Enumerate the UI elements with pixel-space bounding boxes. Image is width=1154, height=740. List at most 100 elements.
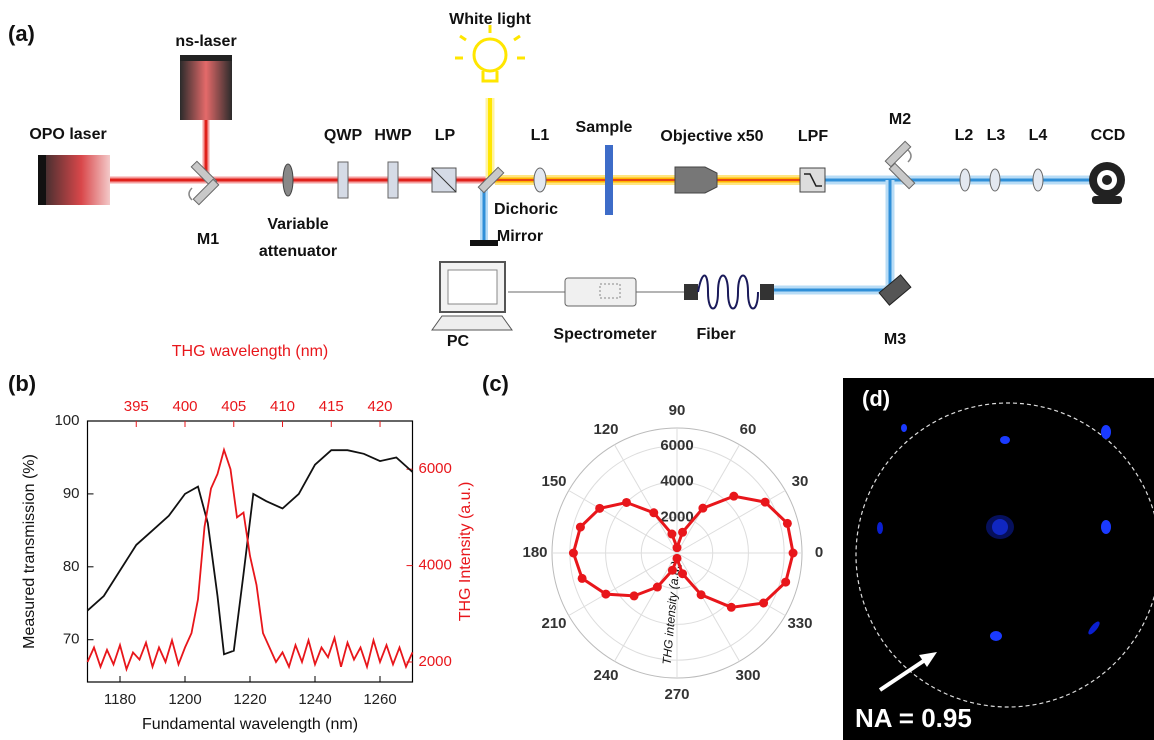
panel-label: (a) xyxy=(8,21,35,46)
grid-spoke xyxy=(614,444,678,554)
data-point xyxy=(672,553,682,563)
label: White light xyxy=(449,11,531,28)
theta-tick-label: 60 xyxy=(740,421,757,438)
label: Objective x50 xyxy=(660,128,763,145)
y-tick-label: 80 xyxy=(63,558,80,575)
data-point xyxy=(760,497,770,507)
series-line xyxy=(86,449,414,656)
grid-spoke xyxy=(676,552,740,662)
label: Variable xyxy=(267,216,328,233)
data-point xyxy=(568,548,578,558)
x-tick-label: 1240 xyxy=(298,691,331,708)
diagram-labels: OPO laser ns-laser White light M1 Variab… xyxy=(29,11,1125,350)
data-point xyxy=(575,522,585,532)
grid-spoke xyxy=(568,552,678,616)
theta-tick-label: 240 xyxy=(593,667,618,684)
theta-tick-label: 330 xyxy=(787,615,812,632)
label: Mirror xyxy=(497,228,543,245)
r-tick-label: 2000 xyxy=(660,508,693,525)
r-tick-label: 4000 xyxy=(660,473,693,490)
label: L1 xyxy=(531,127,550,144)
theta-tick-label: 180 xyxy=(522,544,547,561)
theta-tick-label: 90 xyxy=(669,402,686,419)
x-tick-label: 1260 xyxy=(363,691,396,708)
annotation: NA = 0.95 xyxy=(855,703,972,733)
x2-tick-label: 395 xyxy=(124,398,149,415)
y2-axis-title: THG Intensity (a.u.) xyxy=(457,482,474,622)
label: LPF xyxy=(798,128,828,145)
data-point xyxy=(729,491,739,501)
theta-tick-label: 300 xyxy=(735,667,760,684)
x2-tick-label: 410 xyxy=(270,398,295,415)
x2-tick-label: 405 xyxy=(221,398,246,415)
data-point xyxy=(652,582,662,592)
panel-label: (b) xyxy=(8,371,36,396)
panel-label: (d) xyxy=(862,386,890,411)
y-axis-title: Measured transmission (%) xyxy=(21,454,38,649)
data-point xyxy=(629,591,639,601)
label: CCD xyxy=(1091,127,1126,144)
x-tick-label: 1200 xyxy=(168,691,201,708)
x2-tick-label: 420 xyxy=(368,398,393,415)
theta-tick-label: 0 xyxy=(815,544,823,561)
data-point xyxy=(696,590,706,600)
label: ns-laser xyxy=(175,33,236,50)
data-point xyxy=(601,589,611,599)
y-tick-label: 90 xyxy=(63,485,80,502)
label: M2 xyxy=(889,111,911,128)
data-point xyxy=(788,548,798,558)
label: Spectrometer xyxy=(553,326,656,343)
y-tick-label: 100 xyxy=(54,412,79,429)
x2-tick-label: 400 xyxy=(172,398,197,415)
panel-label: (c) xyxy=(482,371,509,396)
data-point xyxy=(672,543,682,553)
theta-tick-label: 30 xyxy=(792,473,809,490)
components xyxy=(38,25,1125,331)
label: Dichoric xyxy=(494,201,558,218)
theta-tick-label: 120 xyxy=(593,421,618,438)
label: HWP xyxy=(374,127,412,144)
x2-axis-title: THG wavelength (nm) xyxy=(172,343,329,360)
x2-tick-label: 415 xyxy=(319,398,344,415)
data-point xyxy=(667,565,677,575)
data-point xyxy=(782,518,792,528)
data-point xyxy=(577,573,587,583)
data-point xyxy=(621,497,631,507)
label: PC xyxy=(447,333,470,350)
x-tick-label: 1180 xyxy=(104,691,136,708)
label: L2 xyxy=(955,127,974,144)
label: attenuator xyxy=(259,243,337,260)
label: Sample xyxy=(576,119,633,136)
x-tick-label: 1220 xyxy=(233,691,266,708)
label: Fiber xyxy=(696,326,735,343)
data-point xyxy=(698,503,708,513)
grid-spoke xyxy=(614,552,678,662)
data-point xyxy=(649,508,659,518)
theta-tick-label: 150 xyxy=(542,473,567,490)
theta-tick-label: 270 xyxy=(664,686,689,703)
data-point xyxy=(781,577,791,587)
x-axis-title: Fundamental wavelength (nm) xyxy=(142,716,358,733)
label: M1 xyxy=(197,231,219,248)
y2-tick-label: 2000 xyxy=(419,653,452,670)
data-point xyxy=(678,527,688,537)
y2-tick-label: 4000 xyxy=(419,557,452,574)
label: QWP xyxy=(324,127,363,144)
y2-tick-label: 6000 xyxy=(419,460,452,477)
microscope-image: (d) NA = 0.95 xyxy=(843,378,1154,740)
label: L4 xyxy=(1029,127,1048,144)
label: LP xyxy=(435,127,456,144)
series-line xyxy=(86,446,414,673)
data-point xyxy=(759,598,769,608)
data-point xyxy=(678,569,688,579)
label: L3 xyxy=(987,127,1006,144)
grid-spoke xyxy=(568,490,678,554)
data-point xyxy=(667,529,677,539)
data-point xyxy=(595,503,605,513)
theta-tick-label: 210 xyxy=(542,615,567,632)
grid-spoke xyxy=(676,444,740,554)
r-tick-label: 6000 xyxy=(660,437,693,454)
data-point xyxy=(726,602,736,612)
label: OPO laser xyxy=(29,126,106,143)
